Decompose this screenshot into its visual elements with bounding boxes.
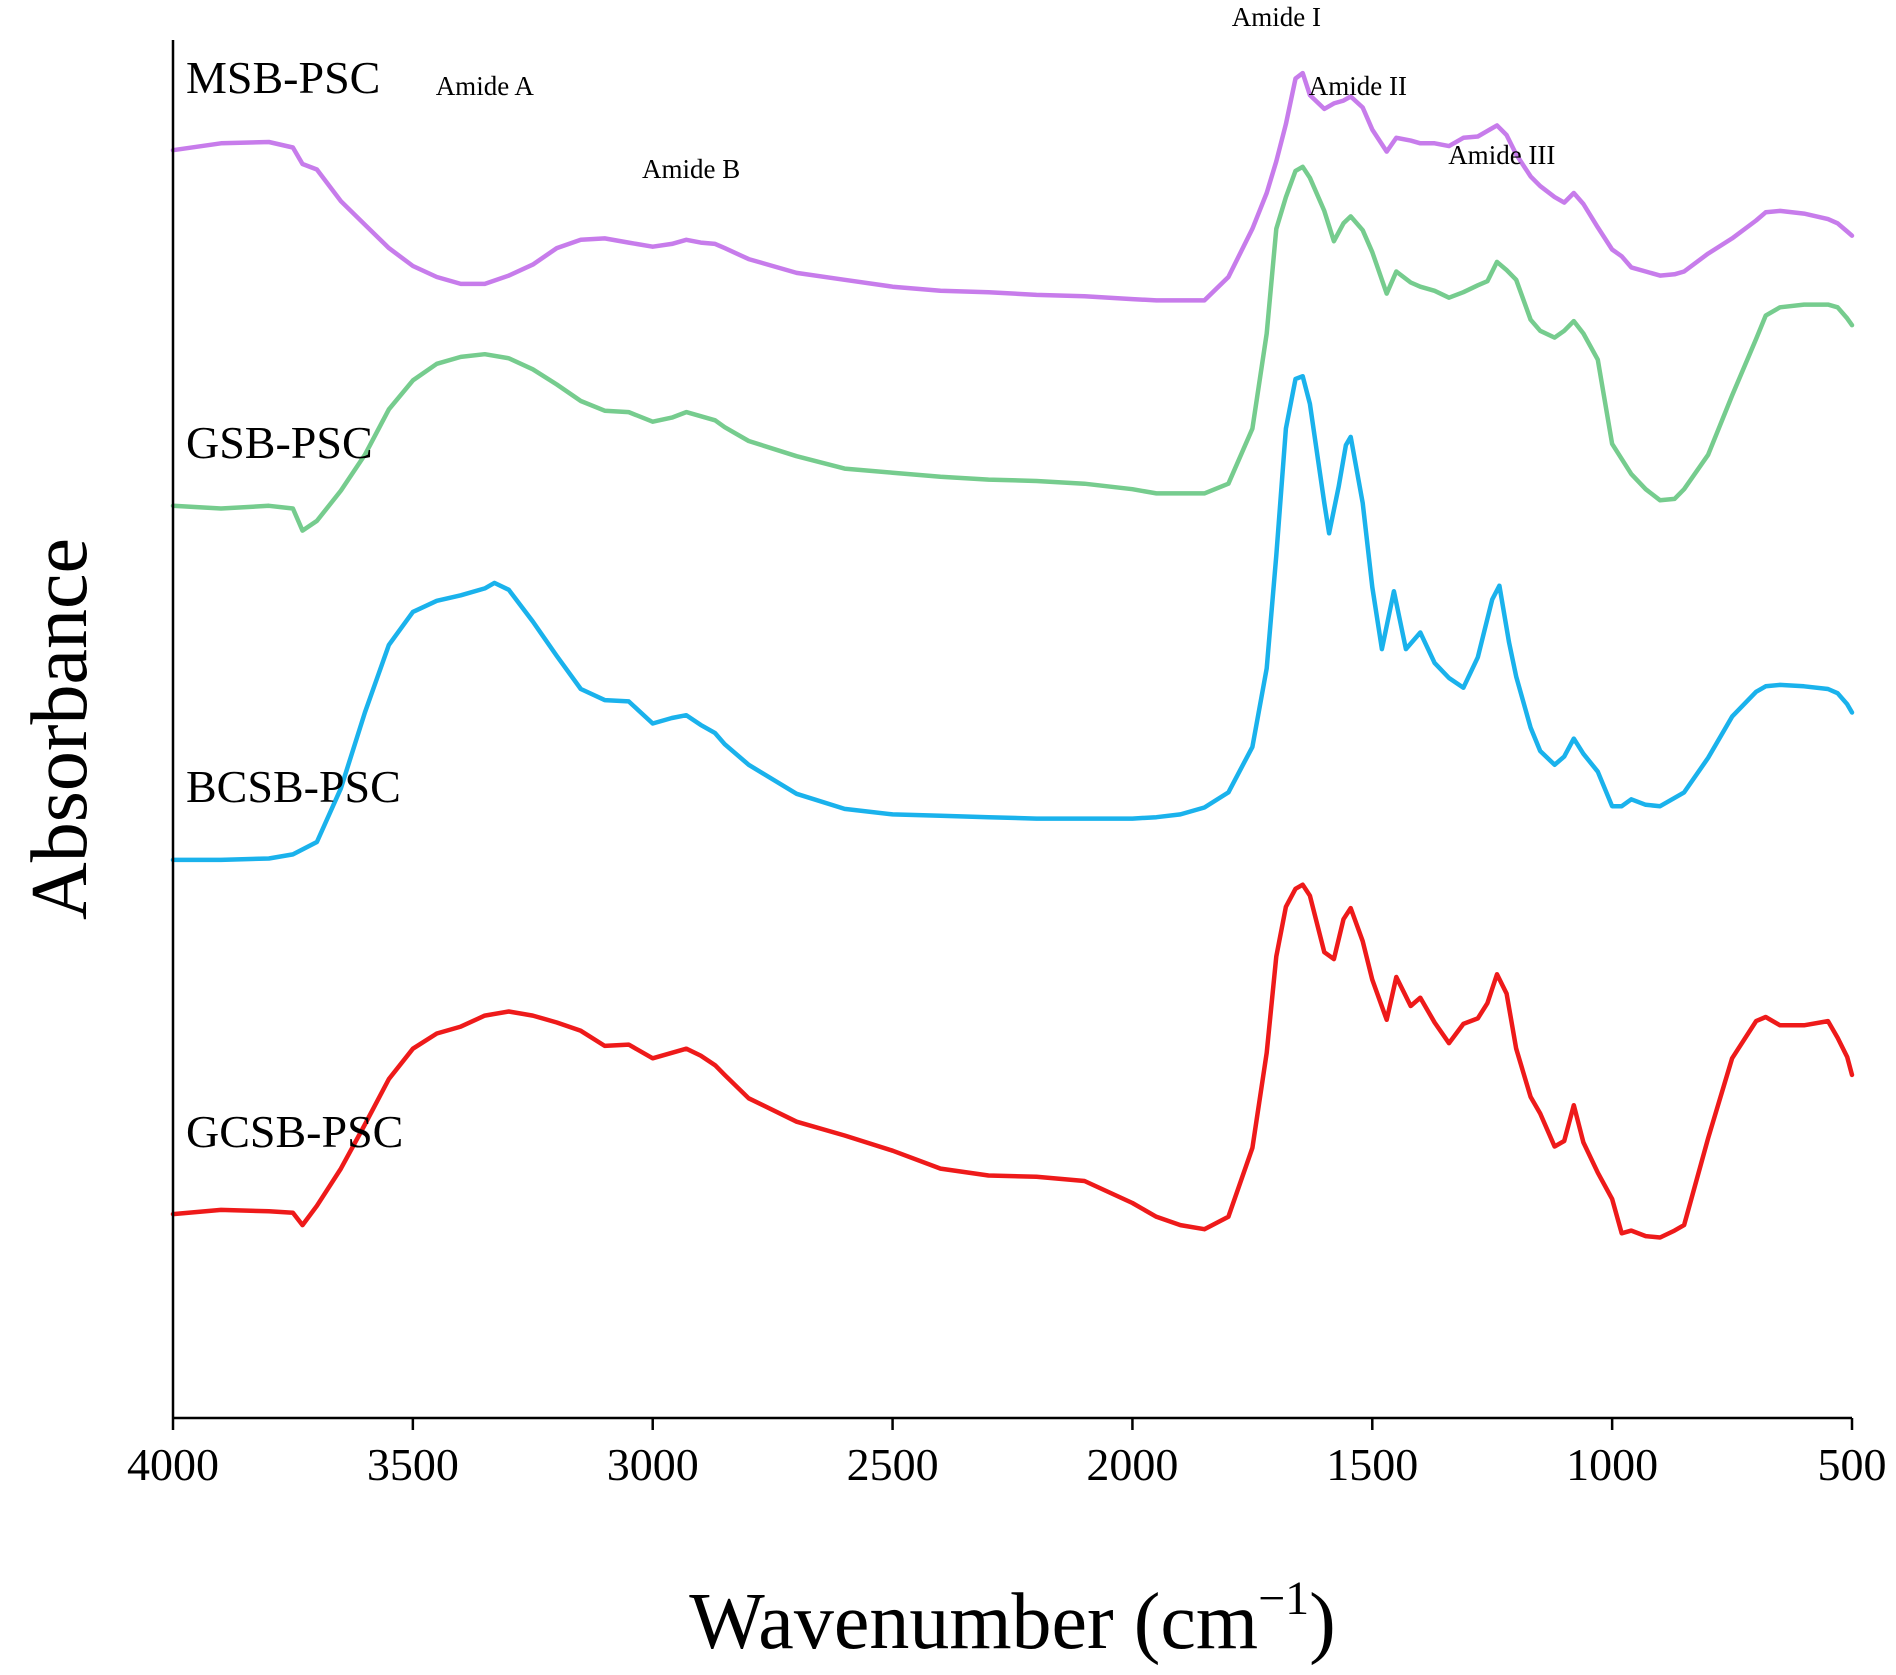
- annotation-amide-ii: Amide II: [1309, 71, 1407, 101]
- annotation-amide-iii: Amide III: [1448, 140, 1555, 170]
- x-axis-title-unit-exponent: −1: [1258, 1572, 1309, 1625]
- series-label-layer: MSB-PSC GSB-PSC BCSB-PSC GCSB-PSC: [186, 52, 403, 1157]
- series-label-gcsb-psc: GCSB-PSC: [186, 1106, 403, 1157]
- x-tick-label: 3000: [607, 1439, 699, 1490]
- x-tick-label: 1000: [1566, 1439, 1658, 1490]
- annotation-amide-b: Amide B: [642, 154, 740, 184]
- y-axis-title: Absorbance: [16, 538, 104, 920]
- x-axis-title-main: Wavenumber: [689, 1578, 1114, 1666]
- series-label-msb-psc: MSB-PSC: [186, 52, 380, 103]
- x-tick-label: 2500: [847, 1439, 939, 1490]
- annotation-amide-i: Amide I: [1232, 2, 1321, 32]
- series-label-gsb-psc: GSB-PSC: [186, 417, 373, 468]
- series-line-bcsb-psc: [170, 373, 1855, 863]
- x-axis-title-unit: cm: [1160, 1578, 1258, 1666]
- x-tick-label: 2000: [1086, 1439, 1178, 1490]
- series-line-gsb-psc: [170, 164, 1855, 533]
- x-tick-label: 500: [1818, 1439, 1887, 1490]
- x-axis-title-close-paren: ): [1309, 1578, 1336, 1666]
- annotation-layer: Amide A Amide B Amide I Amide II Amide III: [436, 2, 1556, 184]
- series-layer: [170, 70, 1855, 1240]
- x-tick-label: 1500: [1326, 1439, 1418, 1490]
- x-axis-title: Wavenumber (cm−1): [689, 1572, 1336, 1666]
- x-tick-label: 3500: [367, 1439, 459, 1490]
- series-line-gcsb-psc: [170, 882, 1855, 1240]
- series-label-bcsb-psc: BCSB-PSC: [186, 761, 401, 812]
- x-axis-title-open-paren: (: [1114, 1578, 1161, 1666]
- annotation-amide-a: Amide A: [436, 71, 535, 101]
- x-tick-label: 4000: [127, 1439, 219, 1490]
- series-line-msb-psc: [170, 70, 1855, 303]
- x-tick-layer: 4000 3500 3000 2500 2000 1500 1000 500: [127, 1418, 1887, 1490]
